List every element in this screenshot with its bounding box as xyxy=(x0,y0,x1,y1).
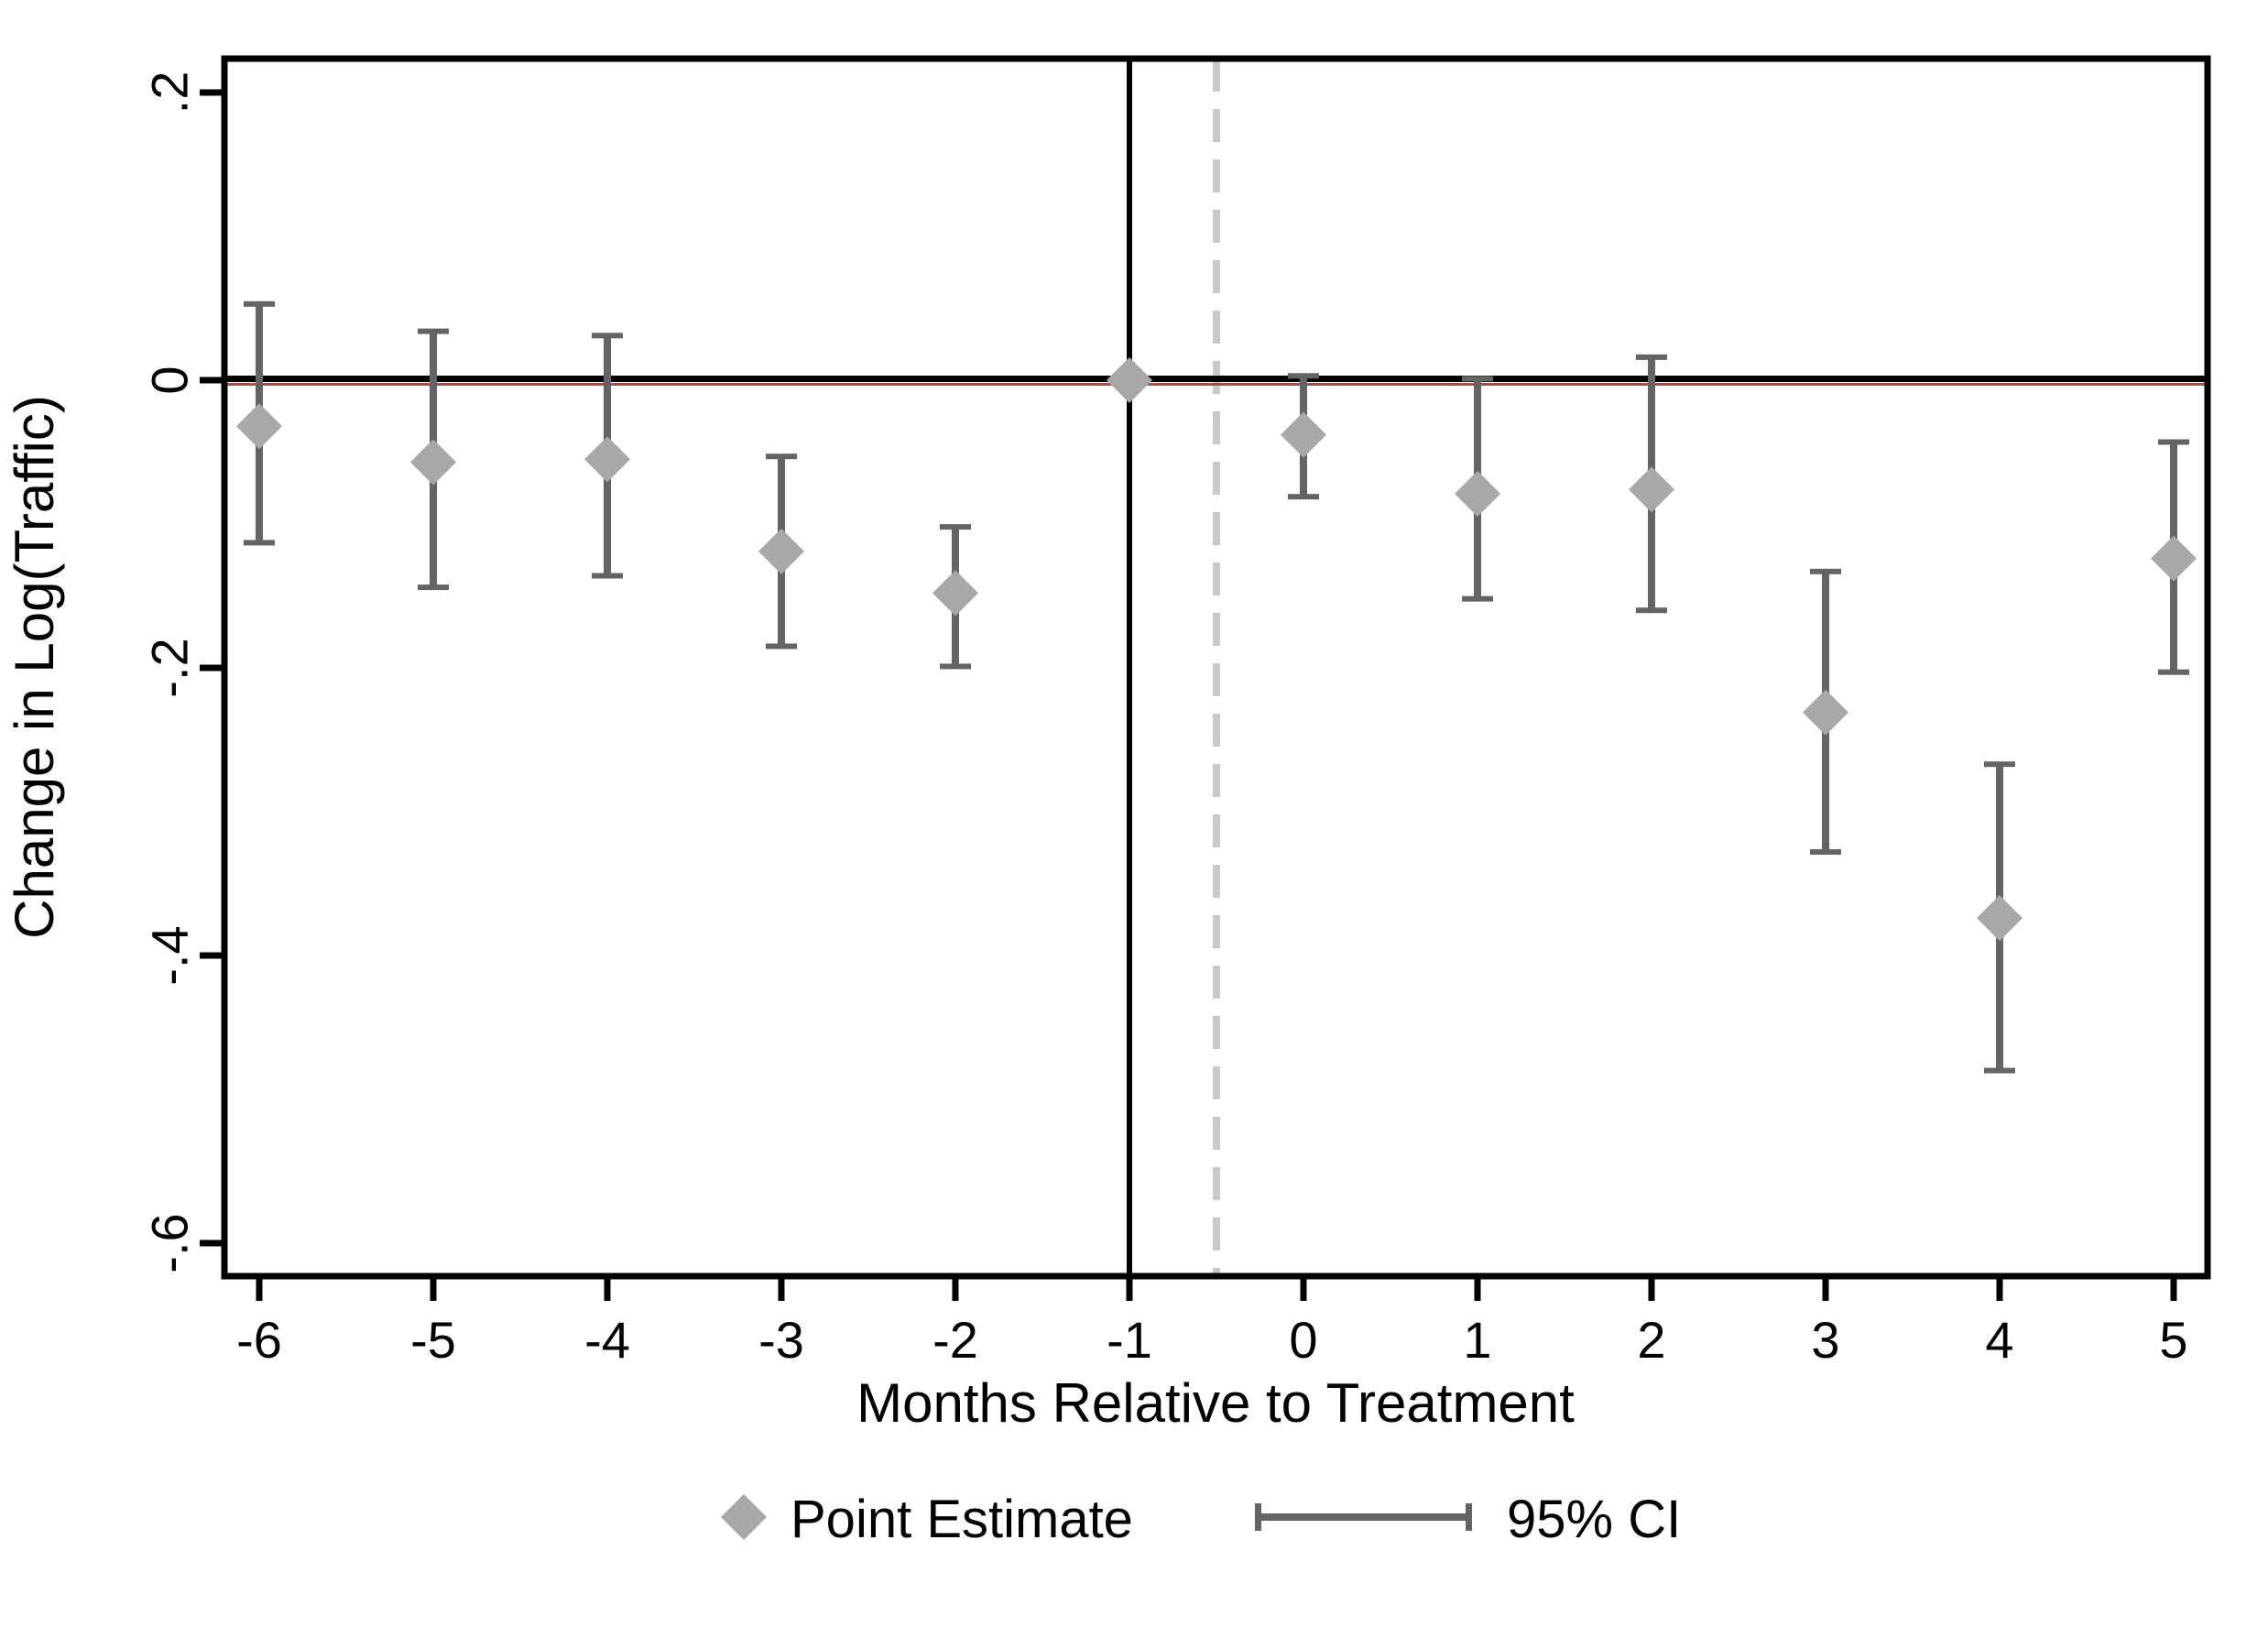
point-estimate-marker xyxy=(584,436,630,483)
x-tick-label: 1 xyxy=(1463,1311,1491,1369)
estimate-with-ci xyxy=(2151,439,2197,675)
estimate-with-ci xyxy=(758,453,804,650)
point-estimate-marker xyxy=(1977,895,2023,942)
ci-cap-bottom xyxy=(940,663,971,670)
estimate-with-ci xyxy=(236,300,282,546)
x-tick-label: 0 xyxy=(1289,1311,1317,1369)
ci-cap-bottom xyxy=(1984,1067,2015,1074)
x-axis-title: Months Relative to Treatment xyxy=(856,1372,1575,1434)
point-estimate-marker xyxy=(410,439,456,486)
x-tick-label: -6 xyxy=(236,1311,282,1369)
point-estimate-marker xyxy=(932,570,978,617)
ci-cap-bottom xyxy=(244,540,275,546)
estimate-with-ci xyxy=(932,524,978,670)
estimate-with-ci xyxy=(1629,354,1674,614)
y-tick-label: -.6 xyxy=(141,1213,199,1272)
x-tick-label: -1 xyxy=(1107,1311,1152,1369)
reference-period-marker xyxy=(1107,357,1152,403)
ci-cap-bottom xyxy=(1288,494,1319,500)
ci-cap-bottom xyxy=(592,573,623,579)
reference-lines xyxy=(224,59,2208,1276)
x-axis: -6 -5 -4 -3 -2 -1 0 1 2 3 4 5 xyxy=(236,1276,2188,1369)
y-tick-label: -.4 xyxy=(141,925,199,985)
legend: Point Estimate 95% CI xyxy=(721,1490,1681,1549)
ci-cap-bottom xyxy=(1636,607,1667,614)
ci-cap-bottom xyxy=(418,584,449,591)
y-tick-label: 0 xyxy=(141,366,199,394)
y-axis: .2 0 -.2 -.4 -.6 xyxy=(141,71,224,1273)
point-estimate-marker xyxy=(1629,466,1674,513)
ci-cap-top xyxy=(766,453,797,460)
y-axis-title: Change in Log(Traffic) xyxy=(4,395,65,939)
estimate-with-ci xyxy=(1977,761,2023,1074)
estimate-with-ci xyxy=(1455,376,1500,602)
estimate-with-ci xyxy=(584,333,630,579)
ci-cap-top xyxy=(1810,568,1841,574)
estimate-with-ci xyxy=(1803,568,1848,855)
ci-cap-top xyxy=(418,328,449,334)
x-tick-label: -3 xyxy=(758,1311,804,1369)
x-tick-label: 2 xyxy=(1637,1311,1665,1369)
ci-cap-bottom xyxy=(1810,848,1841,855)
ci-cap-top xyxy=(1462,376,1493,382)
ci-cap-top xyxy=(244,300,275,307)
point-estimate-marker xyxy=(1455,471,1500,518)
ci-cap-top xyxy=(1984,761,2015,768)
ci-cap-top xyxy=(2158,439,2189,445)
estimate-with-ci xyxy=(1281,373,1326,500)
data-points xyxy=(236,300,2197,1074)
x-tick-label: -4 xyxy=(584,1311,630,1369)
x-tick-label: -2 xyxy=(932,1311,978,1369)
point-estimate-marker xyxy=(1281,411,1326,458)
ci-cap-top xyxy=(1636,354,1667,360)
legend-point-estimate-icon xyxy=(721,1494,767,1540)
x-tick-label: 3 xyxy=(1811,1311,1839,1369)
ci-cap-bottom xyxy=(2158,669,2189,675)
estimate-with-ci xyxy=(410,328,456,591)
x-tick-label: -5 xyxy=(410,1311,456,1369)
legend-point-label: Point Estimate xyxy=(791,1490,1133,1549)
ci-cap-top xyxy=(1288,373,1319,379)
point-estimate-marker xyxy=(758,528,804,574)
legend-ci-label: 95% CI xyxy=(1507,1490,1681,1549)
y-tick-label: -.2 xyxy=(141,638,199,697)
ci-cap-bottom xyxy=(1462,595,1493,602)
x-tick-label: 5 xyxy=(2159,1311,2187,1369)
ci-cap-top xyxy=(592,333,623,339)
point-estimate-marker xyxy=(2151,535,2197,582)
point-estimate-marker xyxy=(1803,689,1848,736)
ci-cap-top xyxy=(940,524,971,530)
ci-cap-bottom xyxy=(766,643,797,650)
x-tick-label: 4 xyxy=(1985,1311,2013,1369)
y-tick-label: .2 xyxy=(141,71,199,115)
point-estimate-marker xyxy=(236,403,282,450)
legend-ci-icon xyxy=(1255,1503,1472,1531)
